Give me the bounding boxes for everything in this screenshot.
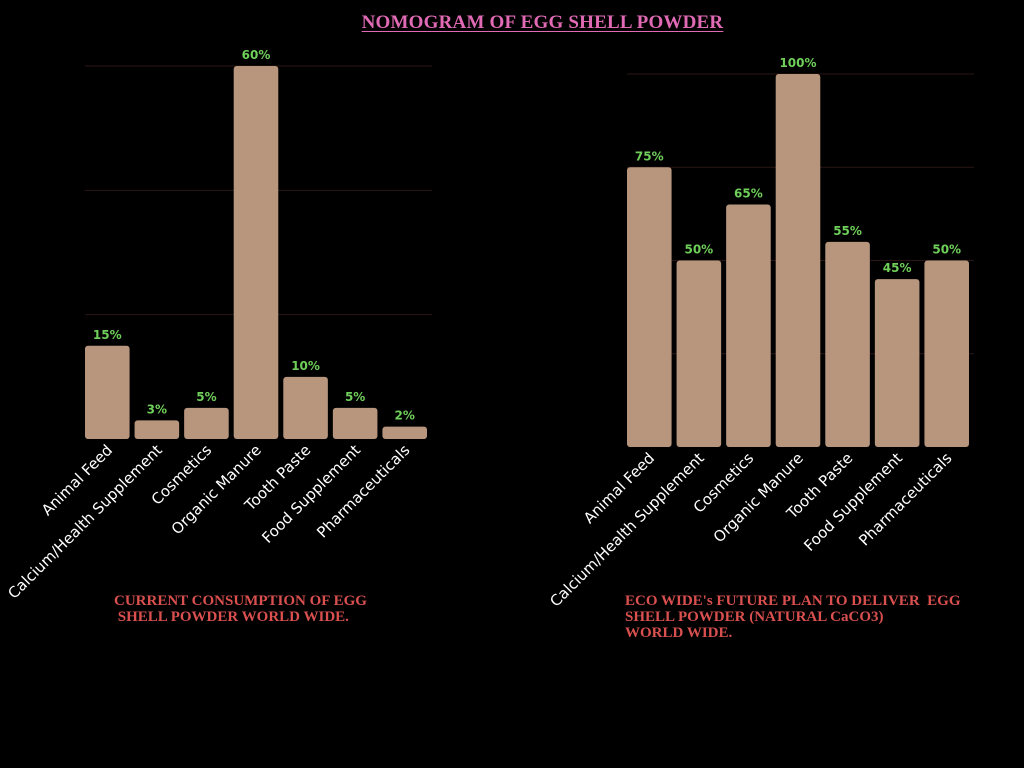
bar (874, 279, 920, 447)
bar (283, 376, 328, 439)
data-label: 2% (395, 409, 415, 423)
data-label: 45% (883, 261, 912, 275)
bar (382, 426, 427, 439)
data-label: 5% (345, 390, 365, 404)
bar (184, 407, 229, 439)
data-label: 10% (291, 359, 320, 373)
bar (627, 167, 672, 447)
x-tick-label: Pharmaceuticals (855, 449, 955, 549)
data-label: 55% (833, 224, 862, 238)
data-label: 50% (932, 243, 961, 257)
bar (775, 74, 821, 447)
bar (134, 420, 180, 439)
data-label: 60% (242, 48, 271, 62)
data-label: 75% (635, 149, 664, 163)
data-label: 15% (93, 328, 122, 342)
data-label: 50% (684, 243, 713, 257)
x-tick-label: Organic Manure (710, 449, 807, 546)
data-label: 100% (779, 56, 816, 70)
bar (924, 260, 969, 447)
future-plan-caption: ECO WIDE's FUTURE PLAN TO DELIVER EGG SH… (625, 593, 961, 641)
bar (233, 66, 279, 439)
page-title: NOMOGRAM OF EGG SHELL POWDER (361, 12, 724, 33)
bar (332, 407, 378, 439)
bar (726, 204, 771, 447)
bar (825, 241, 870, 447)
data-label: 5% (196, 390, 216, 404)
current-consumption-caption: CURRENT CONSUMPTION OF EGG SHELL POWDER … (114, 593, 367, 625)
data-label: 65% (734, 187, 763, 201)
data-label: 3% (147, 402, 167, 416)
bar (676, 260, 722, 447)
bar (85, 345, 130, 439)
